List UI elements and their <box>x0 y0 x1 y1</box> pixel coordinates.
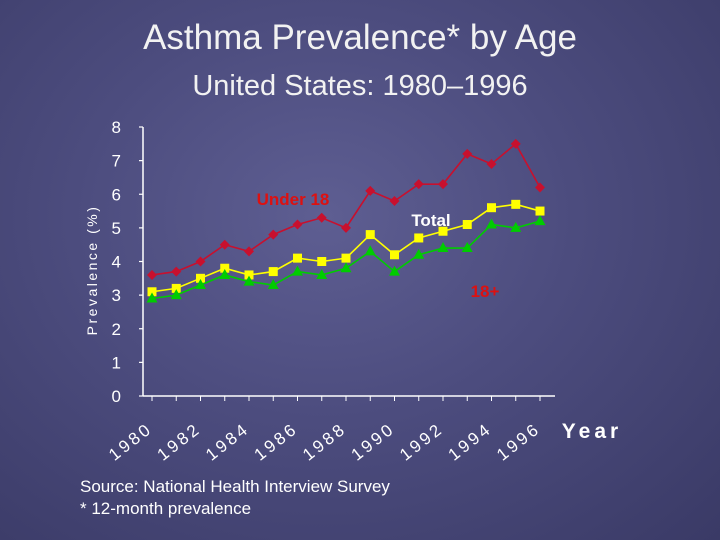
point-under18 <box>244 246 254 257</box>
point-adult <box>486 218 497 229</box>
point-total <box>535 206 545 216</box>
point-total <box>487 203 496 213</box>
point-adult <box>461 242 473 253</box>
series-line-total <box>151 203 541 293</box>
point-total <box>268 267 278 277</box>
point-total <box>293 253 302 263</box>
y-tick-label: 4 <box>112 253 121 272</box>
label-adult: 18+ <box>471 282 500 301</box>
point-under18 <box>171 266 182 277</box>
point-under18 <box>195 256 206 267</box>
point-under18 <box>389 195 400 206</box>
point-total <box>196 273 205 283</box>
x-tick-label: 1992 <box>396 419 447 465</box>
y-axis-label: Prevalence (%) <box>84 205 100 336</box>
point-under18 <box>535 182 545 193</box>
point-adult <box>195 279 206 290</box>
point-total <box>438 226 448 236</box>
point-total <box>341 253 351 263</box>
x-tick-label: 1988 <box>299 419 350 465</box>
x-tick-label: 1994 <box>445 419 496 465</box>
point-adult <box>340 262 352 273</box>
x-tick-label: 1986 <box>251 419 302 465</box>
point-total <box>317 257 327 266</box>
point-adult <box>267 279 279 290</box>
point-adult <box>413 248 425 259</box>
point-under18 <box>462 148 473 159</box>
point-total <box>365 230 375 240</box>
y-tick-label: 3 <box>112 286 121 305</box>
point-adult <box>146 292 158 303</box>
point-total <box>147 287 157 297</box>
x-tick-label: 1984 <box>202 419 253 465</box>
point-total <box>244 270 254 280</box>
x-tick-label: 1980 <box>105 419 156 465</box>
y-tick-label: 8 <box>112 118 121 137</box>
point-total <box>511 199 521 209</box>
point-under18 <box>219 239 230 250</box>
point-adult <box>534 215 546 226</box>
point-total <box>390 250 399 260</box>
point-adult <box>437 242 449 253</box>
y-tick-label: 6 <box>112 185 121 204</box>
point-under18 <box>268 229 279 240</box>
y-tick-label: 7 <box>112 152 121 171</box>
y-tick-label: 2 <box>112 320 121 339</box>
point-under18 <box>147 269 157 280</box>
point-adult <box>292 265 303 276</box>
footnote-line: * 12-month prevalence <box>80 499 252 518</box>
source-note: Source: National Health Interview Survey… <box>80 476 390 520</box>
label-under18: Under 18 <box>257 190 330 209</box>
y-tick-label: 1 <box>112 353 121 372</box>
x-tick-label: 1990 <box>348 419 399 465</box>
chart-title: Asthma Prevalence* by Age <box>143 18 577 57</box>
point-adult <box>316 268 328 279</box>
point-adult <box>510 221 522 232</box>
point-under18 <box>486 158 497 169</box>
point-total <box>220 263 230 273</box>
point-under18 <box>510 138 521 149</box>
point-under18 <box>341 222 351 233</box>
y-tick-label: 5 <box>112 219 121 238</box>
point-adult <box>364 245 376 256</box>
x-tick-label: 1982 <box>154 419 205 465</box>
point-under18 <box>438 179 448 190</box>
point-under18 <box>365 185 376 196</box>
chart-subtitle: United States: 1980–1996 <box>192 70 528 102</box>
point-adult <box>389 265 400 276</box>
x-axis-label: Year <box>562 420 622 443</box>
point-adult <box>170 289 182 300</box>
point-under18 <box>413 179 424 190</box>
source-line: Source: National Health Interview Survey <box>80 477 390 496</box>
point-under18 <box>316 212 327 223</box>
point-under18 <box>292 219 303 230</box>
point-total <box>462 220 472 230</box>
y-tick-label: 0 <box>112 387 121 406</box>
point-total <box>414 233 424 243</box>
x-tick-label: 1996 <box>493 419 544 465</box>
label-total: Total <box>411 211 450 230</box>
point-total <box>171 283 181 293</box>
point-adult <box>219 268 231 279</box>
point-adult <box>243 275 255 286</box>
